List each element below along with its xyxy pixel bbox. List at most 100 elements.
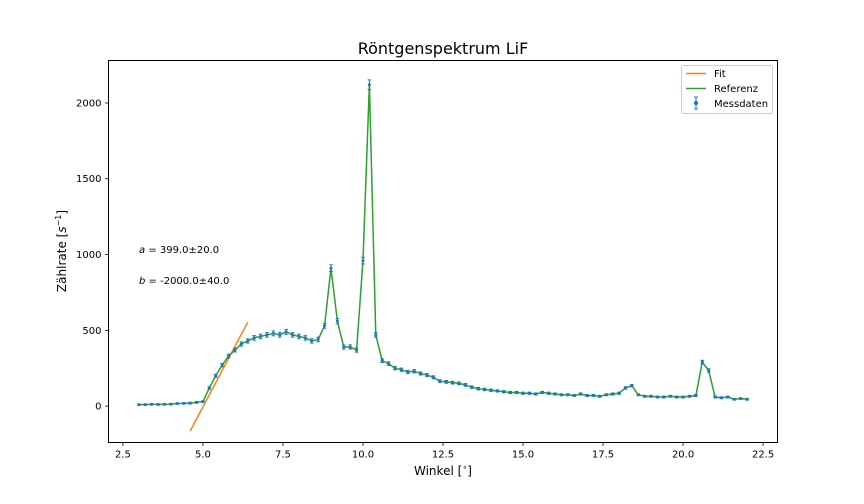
data-point	[706, 368, 711, 373]
data-point	[649, 394, 653, 398]
data-point	[521, 391, 525, 395]
data-marker	[521, 391, 525, 395]
data-point	[662, 395, 666, 399]
data-point	[636, 393, 641, 397]
data-point	[610, 392, 615, 396]
data-marker	[252, 336, 256, 340]
data-marker	[566, 393, 570, 397]
data-point	[502, 390, 506, 394]
x-tick-label: 20.0	[672, 450, 694, 461]
data-marker	[585, 394, 589, 398]
annotation-a: a = 399.0±20.0	[139, 245, 219, 256]
data-point	[265, 332, 269, 338]
data-marker	[297, 334, 301, 338]
data-point	[450, 380, 455, 385]
data-point	[290, 332, 295, 338]
data-marker	[175, 402, 179, 406]
data-marker	[393, 366, 397, 370]
data-marker	[323, 324, 327, 328]
data-marker	[719, 396, 723, 400]
data-point	[726, 395, 730, 399]
data-marker	[374, 333, 378, 337]
data-marker	[348, 345, 352, 349]
data-point	[201, 400, 205, 404]
data-marker	[406, 370, 410, 374]
y-tick-label: 1500	[76, 174, 101, 185]
data-point	[386, 361, 391, 366]
data-point	[540, 390, 545, 395]
data-marker	[399, 368, 403, 372]
data-point	[489, 388, 493, 392]
x-tick-label: 15.0	[512, 450, 534, 461]
data-point	[354, 347, 359, 353]
data-point	[694, 394, 698, 398]
legend-swatch-messdaten-marker	[693, 100, 699, 106]
data-marker	[227, 354, 231, 358]
data-marker	[201, 400, 205, 404]
data-marker	[732, 397, 736, 401]
data-marker	[643, 394, 647, 398]
plot-area	[137, 79, 749, 432]
data-marker	[739, 397, 743, 401]
x-tick-label: 22.5	[752, 450, 774, 461]
data-point	[553, 392, 557, 396]
data-point	[271, 330, 276, 337]
x-axis-label-end: ]	[467, 464, 472, 478]
data-point	[642, 394, 647, 398]
legend-label-referenz: Referenz	[714, 84, 758, 95]
data-point	[348, 344, 352, 350]
data-point	[169, 402, 173, 406]
data-point	[508, 390, 513, 395]
data-marker	[630, 384, 634, 388]
data-marker	[572, 394, 576, 398]
data-marker	[156, 402, 160, 406]
data-point	[546, 391, 551, 395]
x-axis-label: Winkel [∘]	[414, 463, 472, 478]
data-marker	[271, 331, 275, 335]
data-point	[495, 389, 500, 393]
data-point	[405, 369, 410, 375]
data-point	[233, 347, 237, 353]
data-point	[399, 367, 404, 372]
data-point	[258, 333, 263, 340]
x-tick-label: 5.0	[195, 450, 211, 461]
data-point	[252, 335, 256, 341]
data-point	[476, 386, 481, 391]
data-marker	[335, 319, 339, 323]
data-point	[149, 402, 154, 406]
data-point	[373, 332, 378, 338]
data-point	[316, 336, 320, 343]
data-marker	[380, 359, 384, 363]
fit-line	[189, 321, 249, 432]
y-axis-label-sup: −1	[54, 215, 63, 227]
data-marker	[623, 386, 627, 390]
data-marker	[655, 395, 659, 399]
data-point	[700, 359, 705, 365]
data-marker	[169, 402, 173, 406]
data-point	[738, 397, 743, 401]
data-point	[514, 390, 519, 395]
data-marker	[591, 394, 595, 398]
data-marker	[476, 387, 480, 391]
data-marker	[246, 339, 250, 343]
legend: Fit Referenz Messdaten	[681, 65, 773, 114]
data-marker	[412, 369, 416, 373]
data-marker	[143, 403, 147, 407]
data-point	[566, 393, 570, 397]
data-point	[681, 395, 685, 399]
data-point	[361, 256, 365, 265]
data-marker	[316, 337, 320, 341]
data-marker	[707, 368, 711, 372]
data-marker	[207, 386, 211, 390]
data-point	[181, 401, 186, 405]
data-marker	[457, 381, 461, 385]
data-marker	[220, 363, 224, 367]
y-axis-label-main: Zählrate [	[55, 233, 69, 292]
data-marker	[611, 392, 615, 396]
data-point	[207, 386, 212, 390]
annotation-b-var: b	[139, 276, 145, 287]
data-point	[277, 332, 282, 338]
data-marker	[444, 380, 448, 384]
data-point	[425, 373, 429, 378]
